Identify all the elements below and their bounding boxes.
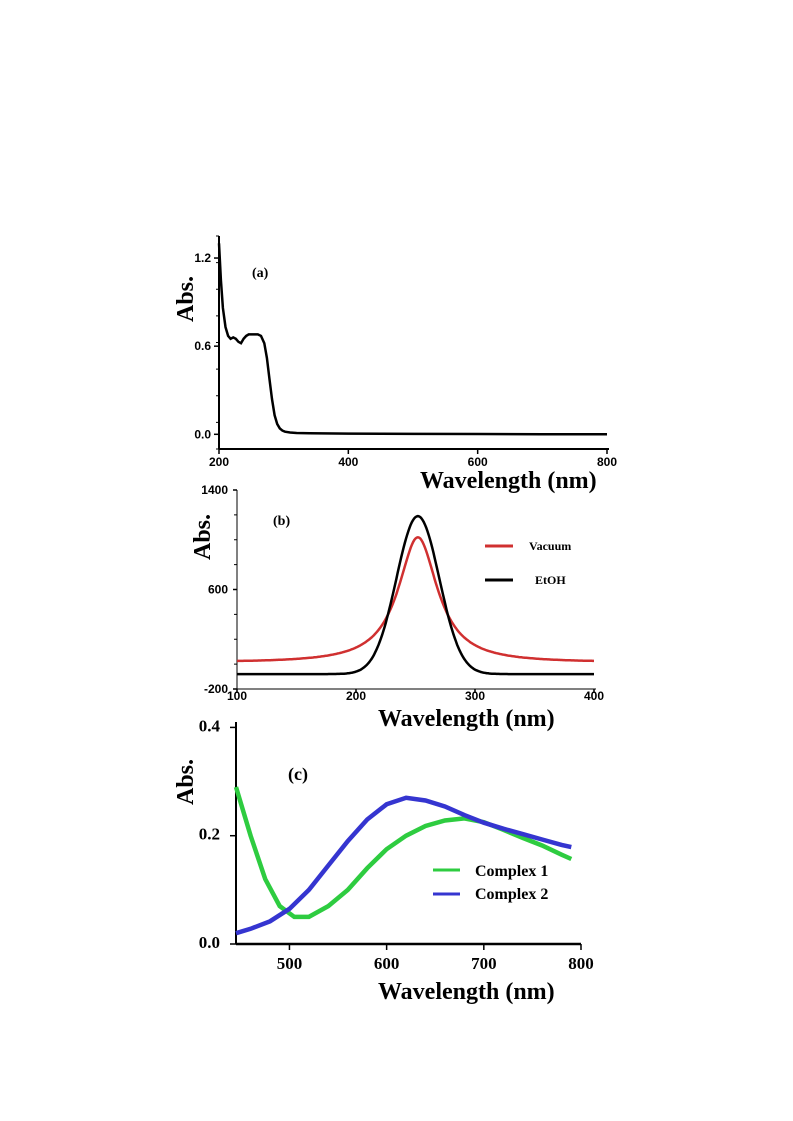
panel-a-y-tick-label: 1.2 — [194, 251, 211, 265]
panel-b-series-vacuum — [236, 536, 594, 663]
panel-a-y-tick-label: 0.6 — [194, 339, 211, 353]
panel-b-x-tick-label: 200 — [346, 689, 366, 703]
panel-a-series-line — [217, 243, 608, 436]
panel-b-x-tick-label: 400 — [584, 689, 604, 703]
panel-a: 200 400 600 800 0.0 0.6 1.2 (a) Wavelength (n… — [173, 235, 617, 494]
panel-b-y-tick-label: -200 — [204, 682, 228, 696]
panel-c-label: (c) — [288, 764, 308, 785]
panel-a-x-tick-label: 800 — [597, 455, 617, 469]
panel-a-x-tick-label: 400 — [338, 455, 358, 469]
panel-a-x-tick-label: 200 — [209, 455, 229, 469]
panel-c-x-tick-label: 500 — [277, 954, 303, 973]
panel-b-y-tick-label: 1400 — [201, 483, 228, 497]
panel-b-y-axis-title: Abs. — [190, 514, 216, 560]
panel-a-y-axis-title: Abs. — [173, 276, 199, 322]
panel-c-y-axis-title: Abs. — [173, 759, 199, 805]
panel-c-x-tick-label: 700 — [471, 954, 497, 973]
panel-c-y-tick-label: 0.4 — [199, 716, 221, 735]
panel-b: 100 200 300 400 -200 600 1400 (b) Vacuum EtOH… — [190, 483, 604, 732]
panel-b-legend-vacuum: Vacuum — [529, 539, 571, 553]
panel-c-series-complex-1 — [233, 786, 573, 920]
panel-b-legend-etoh: EtOH — [535, 573, 566, 587]
panel-c-legend-complex-1: Complex 1 — [475, 863, 548, 880]
panel-a-label: (a) — [252, 266, 269, 281]
panel-b-x-tick-label: 100 — [227, 689, 247, 703]
panel-c-x-tick-label: 600 — [374, 954, 400, 973]
panel-c-series-complex-2 — [235, 795, 572, 936]
panel-b-y-tick-label: 600 — [208, 583, 228, 597]
panel-b-x-tick-label: 300 — [465, 689, 485, 703]
panel-c: 500 600 700 800 0.0 0.2 0.4 (c) Complex 1 Com… — [173, 716, 594, 1005]
panel-c-y-tick-label: 0.2 — [199, 825, 220, 844]
panel-c-y-tick-label: 0.0 — [199, 933, 220, 952]
panel-c-x-tick-label: 800 — [568, 954, 594, 973]
panel-a-x-axis-title: Wavelength (nm) — [420, 468, 597, 494]
panel-b-label: (b) — [273, 514, 290, 529]
panel-a-y-tick-label: 0.0 — [194, 427, 211, 441]
panel-c-legend-complex-2: Complex 2 — [475, 886, 548, 903]
panel-b-x-axis-title: Wavelength (nm) — [378, 706, 555, 732]
panel-a-x-tick-label: 600 — [468, 455, 488, 469]
panel-c-x-axis-title: Wavelength (nm) — [378, 979, 555, 1005]
panel-b-series-etoh — [237, 514, 594, 676]
